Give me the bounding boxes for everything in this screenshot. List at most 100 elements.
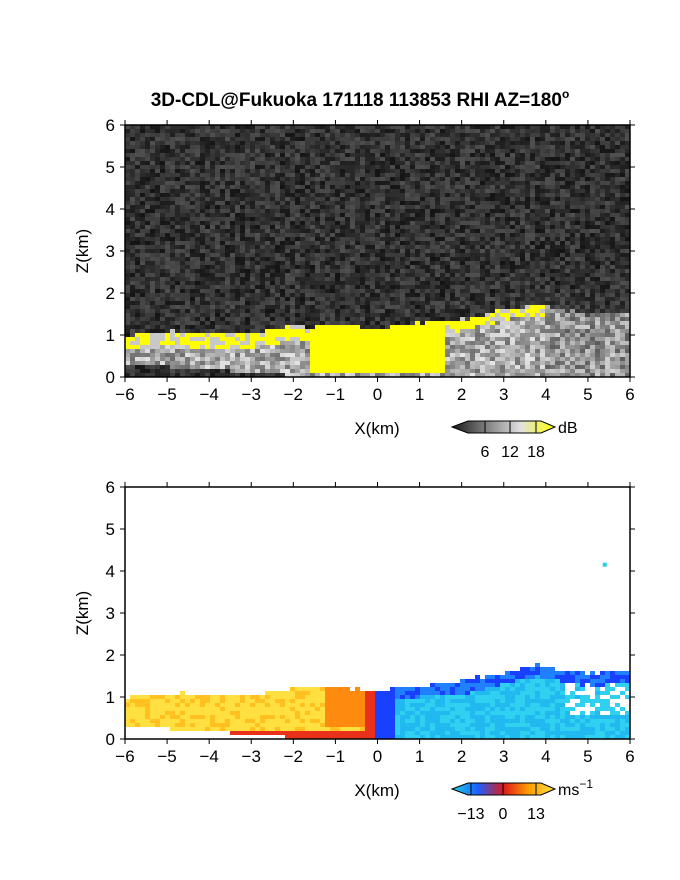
data-cell [125,361,130,365]
data-cell [510,325,515,329]
data-cell [305,329,310,333]
data-cell [215,201,220,205]
data-cell [245,193,250,197]
data-cell [200,313,205,317]
data-cell [465,357,470,361]
data-cell [495,361,500,365]
data-cell [200,237,205,241]
data-cell [520,141,525,145]
data-cell [510,253,515,257]
data-cell [205,357,210,361]
data-cell [125,229,130,233]
data-cell [170,229,175,233]
data-cell [180,361,185,365]
data-cell [240,237,245,241]
data-cell [290,357,295,361]
data-cell [135,249,140,253]
data-cell [175,305,180,309]
data-cell [300,249,305,253]
data-cell [285,209,290,213]
data-cell [245,253,250,257]
data-cell [205,317,210,321]
data-cell [235,281,240,285]
data-cell [385,169,390,173]
data-cell [280,225,285,229]
data-cell [300,205,305,209]
data-cell [290,313,295,317]
data-cell [235,357,240,361]
data-cell [415,265,420,269]
data-cell [485,281,490,285]
data-cell [320,237,325,241]
data-cell [215,345,220,349]
data-cell [130,369,135,373]
data-cell [180,133,185,137]
data-cell [175,329,180,333]
data-cell [400,161,405,165]
data-cell [420,181,425,185]
data-cell [420,213,425,217]
data-cell [275,273,280,277]
data-cell [465,189,470,193]
data-cell [225,153,230,157]
data-cell [370,369,375,373]
data-cell [420,273,425,277]
data-cell [355,165,360,169]
data-cell [140,185,145,189]
data-cell [445,169,450,173]
data-cell [290,129,295,133]
data-cell [520,129,525,133]
data-cell [180,309,185,313]
data-cell [425,313,430,317]
data-cell [350,313,355,317]
data-cell [370,129,375,133]
data-cell [415,301,420,305]
data-cell [285,173,290,177]
data-cell [160,177,165,181]
data-cell [220,297,225,301]
data-cell [230,353,235,357]
data-cell [255,273,260,277]
data-cell [345,361,350,365]
data-cell [450,141,455,145]
data-cell [430,321,435,325]
data-cell [200,265,205,269]
data-cell [515,373,520,377]
data-cell [475,285,480,289]
data-cell [400,369,405,373]
data-cell [305,133,310,137]
data-cell [425,277,430,281]
data-cell [415,233,420,237]
data-cell [480,281,485,285]
data-cell [195,257,200,261]
data-cell [475,209,480,213]
data-cell [305,265,310,269]
data-cell [150,361,155,365]
data-cell [245,201,250,205]
data-cell [370,217,375,221]
data-cell [280,321,285,325]
data-cell [390,177,395,181]
data-cell [420,145,425,149]
data-cell [370,357,375,361]
data-cell [280,333,285,337]
data-cell [300,129,305,133]
data-cell [500,233,505,237]
data-cell [295,317,300,321]
data-cell [210,345,215,349]
data-cell [375,181,380,185]
data-cell [440,145,445,149]
data-cell [390,181,395,185]
data-cell [410,333,415,337]
data-cell [475,221,480,225]
data-cell [270,125,275,129]
data-cell [125,129,130,133]
data-cell [285,341,290,345]
data-cell [185,265,190,269]
data-cell [405,145,410,149]
data-cell [325,177,330,181]
data-cell [440,137,445,141]
data-cell [135,345,140,349]
data-cell [170,337,175,341]
data-cell [130,305,135,309]
